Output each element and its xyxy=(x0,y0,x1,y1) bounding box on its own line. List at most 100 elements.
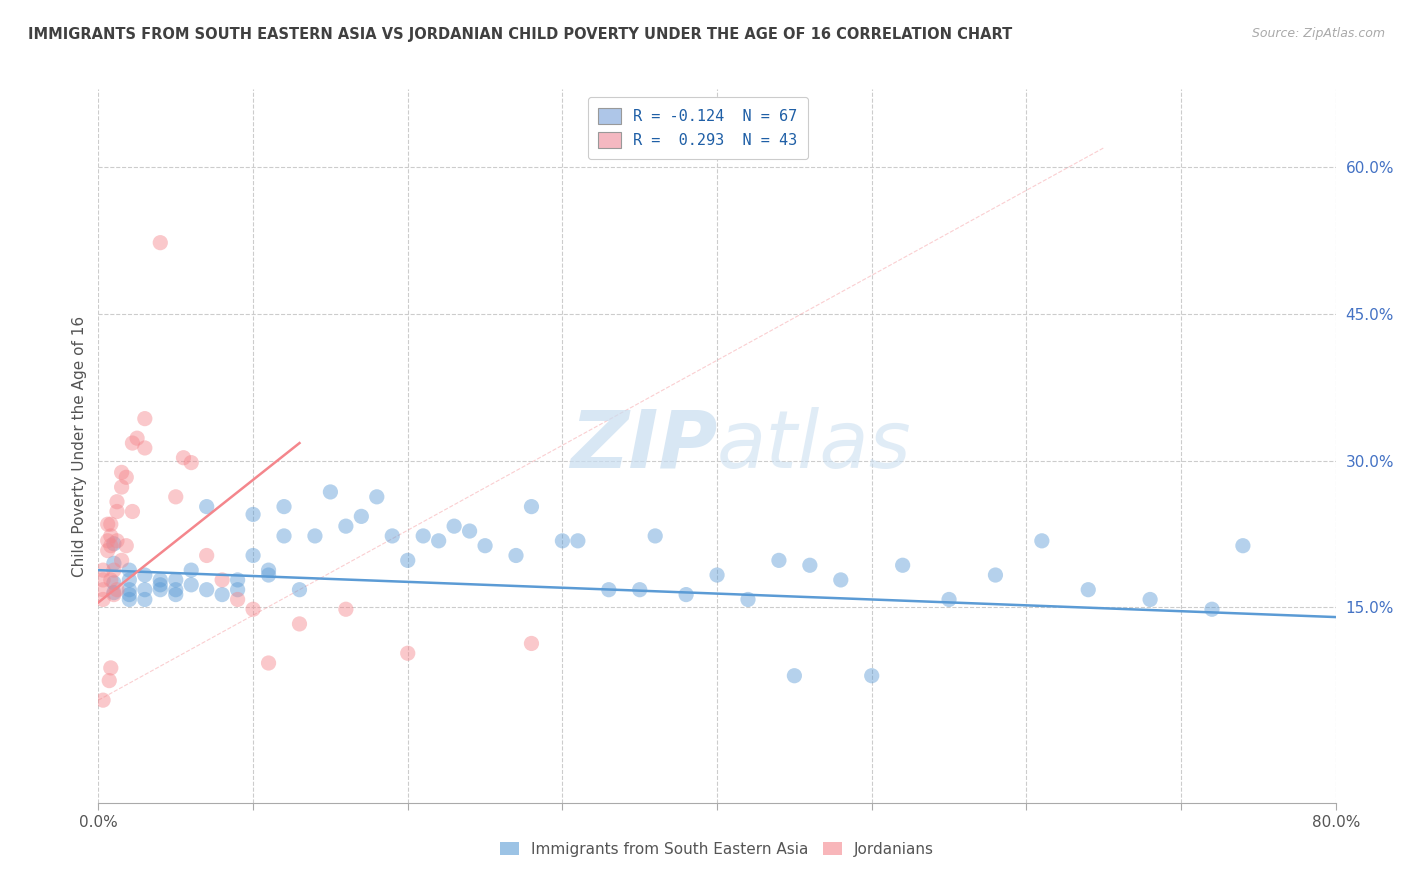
Point xyxy=(226,573,249,587)
Point xyxy=(598,582,620,597)
Point xyxy=(242,602,264,616)
Point xyxy=(335,602,357,616)
Point xyxy=(100,573,122,587)
Point xyxy=(105,504,128,518)
Point xyxy=(97,533,120,548)
Point xyxy=(100,517,122,532)
Point xyxy=(115,470,138,484)
Point xyxy=(505,549,527,563)
Point xyxy=(938,592,960,607)
Point xyxy=(103,585,125,599)
Point xyxy=(118,563,141,577)
Point xyxy=(644,529,666,543)
Point xyxy=(783,669,806,683)
Point xyxy=(830,573,852,587)
Point xyxy=(103,563,125,577)
Point xyxy=(105,494,128,508)
Point xyxy=(984,568,1007,582)
Point xyxy=(105,533,128,548)
Point xyxy=(381,529,404,543)
Point xyxy=(134,582,156,597)
Point xyxy=(180,578,202,592)
Point xyxy=(768,553,790,567)
Point xyxy=(173,450,195,465)
Point xyxy=(105,582,128,597)
Point xyxy=(1232,539,1254,553)
Point xyxy=(97,517,120,532)
Point xyxy=(115,539,138,553)
Point xyxy=(443,519,465,533)
Point xyxy=(121,504,143,518)
Point xyxy=(257,568,280,582)
Text: atlas: atlas xyxy=(717,407,912,485)
Point xyxy=(1139,592,1161,607)
Point xyxy=(706,568,728,582)
Point xyxy=(165,573,187,587)
Point xyxy=(860,669,883,683)
Point xyxy=(242,508,264,522)
Point xyxy=(118,592,141,607)
Point xyxy=(91,563,114,577)
Point xyxy=(91,693,114,707)
Point xyxy=(165,490,187,504)
Point xyxy=(396,553,419,567)
Point xyxy=(335,519,357,533)
Point xyxy=(118,573,141,587)
Text: ZIP: ZIP xyxy=(569,407,717,485)
Point xyxy=(91,582,114,597)
Point xyxy=(195,582,218,597)
Point xyxy=(350,509,373,524)
Point xyxy=(100,539,122,553)
Point xyxy=(1201,602,1223,616)
Point xyxy=(257,656,280,670)
Point xyxy=(1077,582,1099,597)
Point xyxy=(111,480,134,494)
Point xyxy=(98,673,121,688)
Point xyxy=(675,588,697,602)
Point xyxy=(396,646,419,660)
Point xyxy=(288,582,311,597)
Point xyxy=(520,500,543,514)
Point xyxy=(97,543,120,558)
Point xyxy=(551,533,574,548)
Point xyxy=(103,575,125,590)
Point xyxy=(458,524,481,538)
Point xyxy=(211,588,233,602)
Point xyxy=(1031,533,1053,548)
Point xyxy=(111,553,134,567)
Point xyxy=(195,500,218,514)
Point xyxy=(100,529,122,543)
Point xyxy=(288,616,311,631)
Point xyxy=(127,431,149,445)
Point xyxy=(134,411,156,425)
Point xyxy=(91,592,114,607)
Point xyxy=(118,588,141,602)
Point xyxy=(319,485,342,500)
Point xyxy=(273,529,295,543)
Point xyxy=(91,573,114,587)
Point xyxy=(412,529,434,543)
Text: IMMIGRANTS FROM SOUTH EASTERN ASIA VS JORDANIAN CHILD POVERTY UNDER THE AGE OF 1: IMMIGRANTS FROM SOUTH EASTERN ASIA VS JO… xyxy=(28,27,1012,42)
Point xyxy=(149,573,172,587)
Y-axis label: Child Poverty Under the Age of 16: Child Poverty Under the Age of 16 xyxy=(72,316,87,576)
Point xyxy=(891,558,914,573)
Point xyxy=(121,436,143,450)
Point xyxy=(165,582,187,597)
Point xyxy=(134,592,156,607)
Point xyxy=(226,592,249,607)
Point xyxy=(567,533,589,548)
Point xyxy=(149,582,172,597)
Point xyxy=(304,529,326,543)
Point xyxy=(226,582,249,597)
Point xyxy=(100,661,122,675)
Point xyxy=(366,490,388,504)
Point xyxy=(474,539,496,553)
Point xyxy=(427,533,450,548)
Point xyxy=(134,568,156,582)
Point xyxy=(273,500,295,514)
Point xyxy=(103,537,125,551)
Point xyxy=(799,558,821,573)
Point xyxy=(103,557,125,571)
Point xyxy=(134,441,156,455)
Point xyxy=(520,636,543,650)
